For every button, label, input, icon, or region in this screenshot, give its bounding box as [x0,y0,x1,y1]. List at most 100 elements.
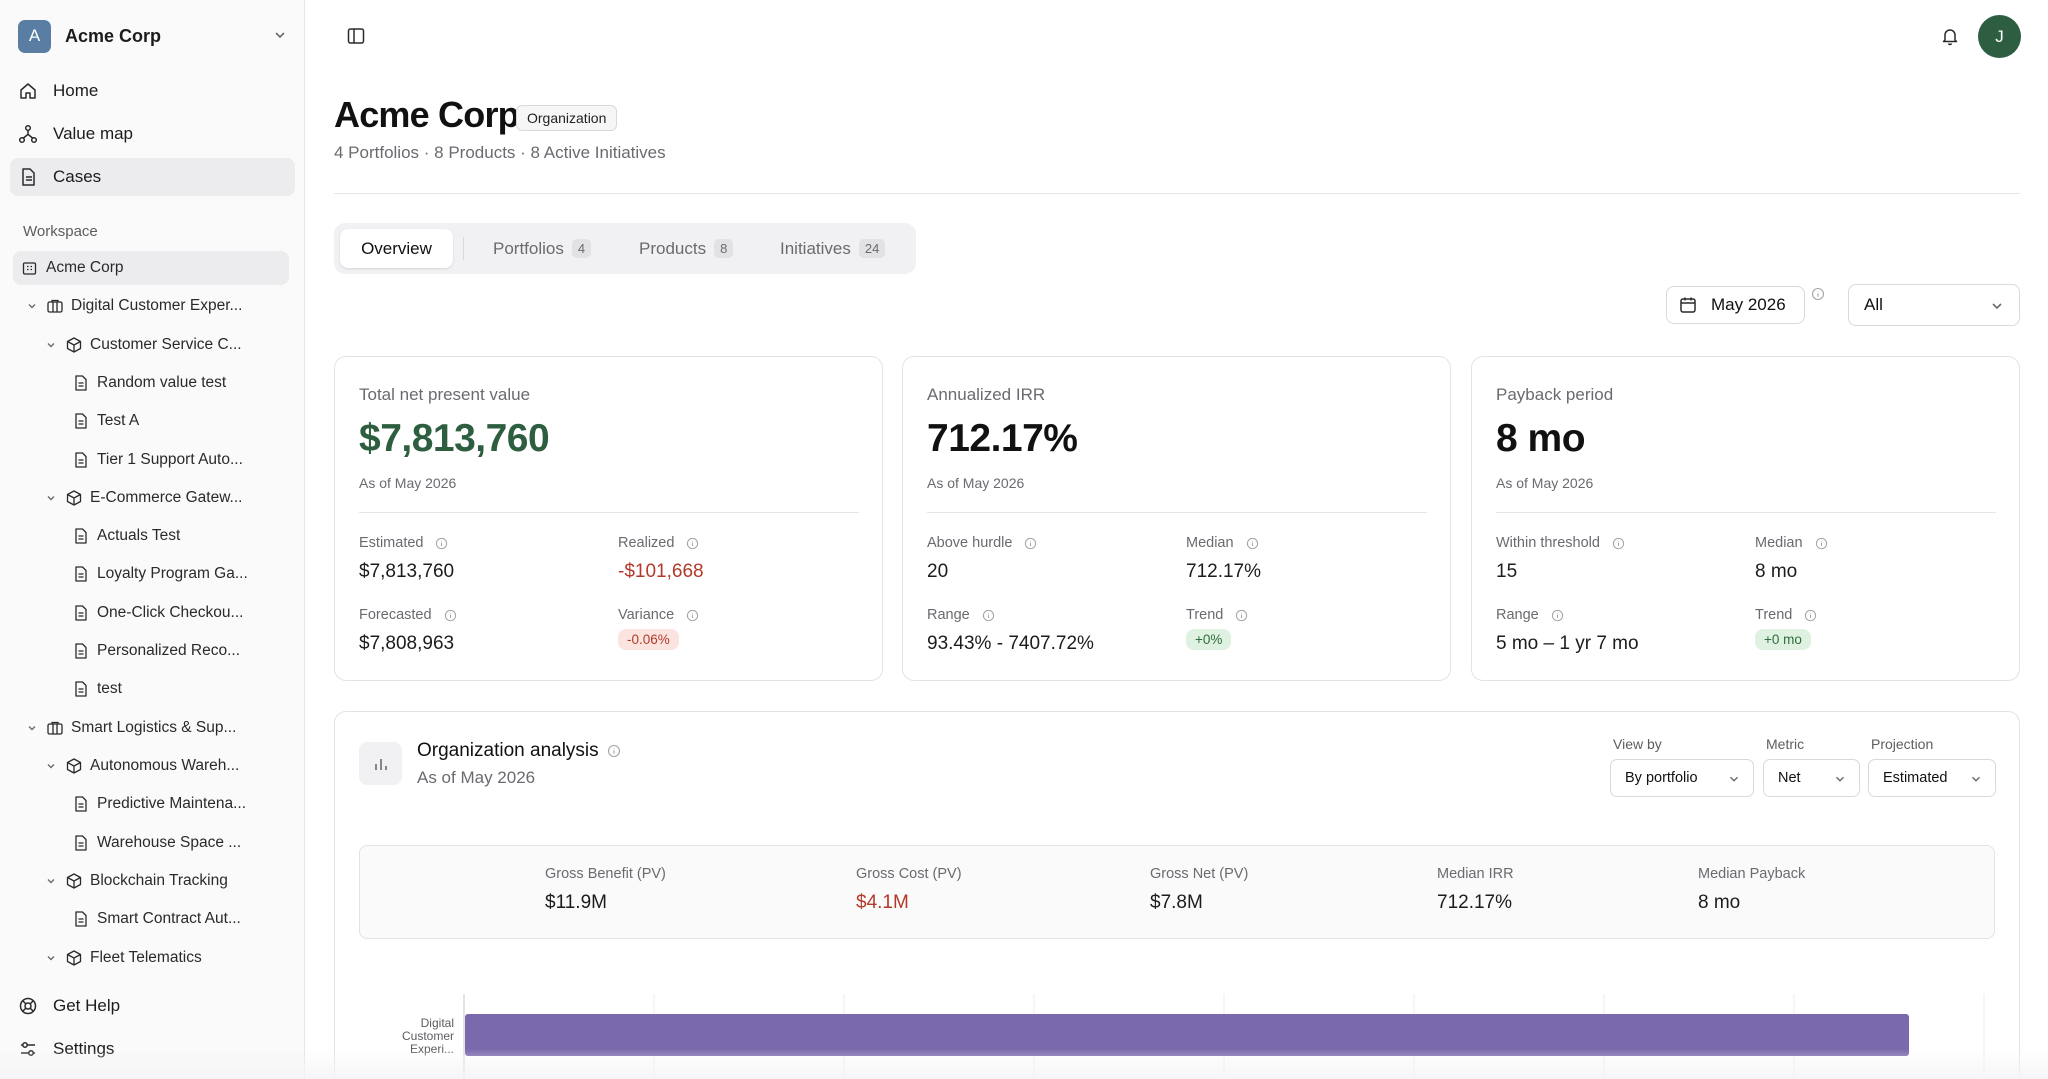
kpi-metric: Trend +0% [1186,607,1248,650]
tree-item[interactable]: Digital Customer Exper... [24,289,242,323]
info-icon[interactable] [607,744,621,758]
chevron-down-icon[interactable] [43,339,59,351]
tree-item[interactable]: Warehouse Space ... [72,826,241,860]
tree-item-label: Customer Service C... [90,336,242,353]
kpi-metric-label: Realized [618,535,704,551]
tree-item[interactable]: Smart Contract Aut... [72,902,241,936]
tab-initiatives-count: 24 [858,239,886,258]
tree-item[interactable]: Actuals Test [72,519,180,553]
chevron-down-icon[interactable] [24,300,40,312]
info-icon[interactable] [429,537,448,550]
chevron-down-icon[interactable] [43,952,59,964]
tree-item[interactable]: Predictive Maintena... [72,787,246,821]
nav-get-help[interactable]: Get Help [10,987,295,1025]
header-divider [334,193,2020,194]
kpi-metric-label-text: Variance [618,607,675,623]
kpi-metric-label-text: Median [1755,535,1803,551]
tab-initiatives[interactable]: Initiatives 24 [780,229,886,268]
document-icon [72,527,90,545]
scope-select[interactable]: All [1848,284,2020,326]
info-icon[interactable] [1240,537,1259,550]
kpi-metric: Median 712.17% [1186,535,1261,583]
kpi-metric-value: -$101,668 [618,561,704,582]
info-icon[interactable] [1798,609,1817,622]
document-icon [72,834,90,852]
tree-item[interactable]: Random value test [72,366,226,400]
projection-select[interactable]: Estimated [1868,759,1996,797]
document-icon [72,451,90,469]
user-avatar[interactable]: J [1978,15,2021,58]
tree-item[interactable]: Acme Corp [13,251,289,285]
info-icon[interactable] [680,537,699,550]
nav-cases[interactable]: Cases [10,158,295,196]
tree-item[interactable]: Loyalty Program Ga... [72,557,248,591]
portfolio-icon [46,297,64,315]
notifications-button[interactable] [1936,22,1964,50]
tree-item[interactable]: Fleet Telematics [43,941,202,975]
info-icon[interactable] [1811,287,1825,301]
summary-label: Median IRR [1437,866,1514,882]
entity-type-badge: Organization [516,105,618,131]
info-icon[interactable] [1018,537,1037,550]
tab-portfolios[interactable]: Portfolios 4 [493,229,592,268]
kpi-metric: Range 5 mo – 1 yr 7 mo [1496,607,1639,655]
metric-select[interactable]: Net [1763,759,1860,797]
info-icon[interactable] [1809,537,1828,550]
info-icon[interactable] [1229,609,1248,622]
kpi-metric-label-text: Realized [618,535,675,551]
document-icon [72,565,90,583]
document-icon [72,795,90,813]
tree-item-label: Acme Corp [46,259,124,276]
product-icon [65,757,83,775]
info-icon[interactable] [1606,537,1625,550]
chevron-down-icon[interactable] [43,760,59,772]
org-switcher[interactable]: A Acme Corp [18,19,288,53]
nav-home[interactable]: Home [10,72,295,110]
tree-item[interactable]: One-Click Checkou... [72,596,243,630]
summary-median-payback: Median Payback 8 mo [1698,866,1805,914]
document-icon [72,642,90,660]
product-icon [65,949,83,967]
view-by-select[interactable]: By portfolio [1610,759,1754,797]
summary-value: $7.8M [1150,892,1203,913]
kpi-card-title: Payback period [1496,385,1614,404]
nav-value-map[interactable]: Value map [10,115,295,153]
date-picker-button[interactable]: May 2026 [1666,286,1805,324]
tab-overview[interactable]: Overview [340,229,453,268]
chevron-down-icon[interactable] [43,492,59,504]
info-icon[interactable] [680,609,699,622]
chevron-down-icon [1836,776,1844,782]
summary-label: Gross Cost (PV) [856,866,962,882]
info-icon[interactable] [1545,609,1564,622]
document-icon [72,412,90,430]
tree-item[interactable]: test [72,672,122,706]
chart-bar[interactable] [465,1014,1909,1056]
tree-item[interactable]: Blockchain Tracking [43,864,228,898]
tab-initiatives-label: Initiatives [780,238,851,258]
tree-item[interactable]: Personalized Reco... [72,634,240,668]
kpi-metric: Trend +0 mo [1755,607,1817,650]
tree-item[interactable]: Smart Logistics & Sup... [24,711,236,745]
tree-item[interactable]: Tier 1 Support Auto... [72,443,243,477]
summary-label: Gross Benefit (PV) [545,866,666,882]
tree-item-label: Test A [97,412,140,429]
summary-label: Gross Net (PV) [1150,866,1249,882]
page-title: Acme Corp [334,94,520,135]
chevron-down-icon [1730,776,1738,782]
tab-products[interactable]: Products 8 [639,229,734,268]
tree-item[interactable]: E-Commerce Gatew... [43,481,242,515]
tree-item[interactable]: Customer Service C... [43,328,242,362]
info-icon[interactable] [976,609,995,622]
tree-item[interactable]: Test A [72,404,139,438]
info-icon[interactable] [438,609,457,622]
toggle-sidebar-button[interactable] [342,22,370,50]
summary-value: 8 mo [1698,892,1741,913]
kpi-card-title: Total net present value [359,385,531,404]
chevron-down-icon[interactable] [43,875,59,887]
analysis-summary: Gross Benefit (PV) $11.9M Gross Cost (PV… [359,845,1995,939]
chevron-down-icon[interactable] [24,722,40,734]
nav-value-map-label: Value map [53,124,134,143]
tab-portfolios-count: 4 [571,239,592,258]
tree-item[interactable]: Autonomous Wareh... [43,749,239,783]
workspace-title: Workspace [23,223,98,240]
